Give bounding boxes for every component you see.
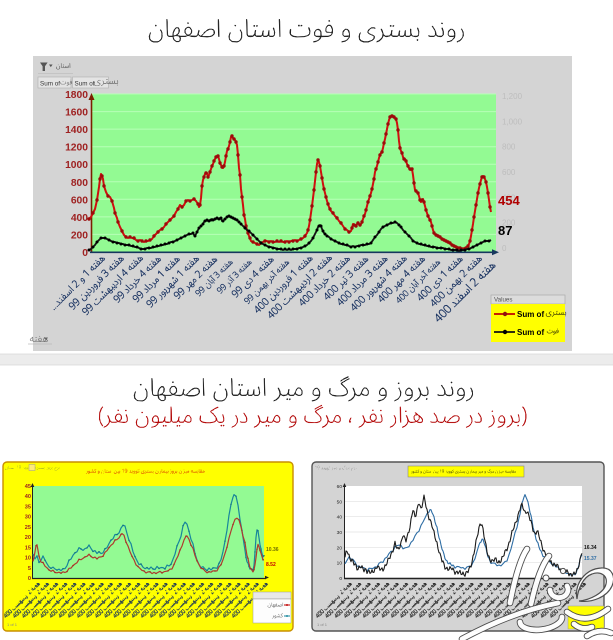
svg-text:40: 40 (337, 515, 343, 521)
svg-text:20: 20 (25, 535, 31, 541)
svg-text:87: 87 (498, 223, 512, 238)
svg-text:Sum of: Sum of (75, 81, 95, 88)
svg-text:400: 400 (71, 213, 88, 224)
svg-text:0: 0 (502, 244, 507, 253)
svg-text:600: 600 (71, 195, 88, 206)
svg-text:30: 30 (337, 530, 343, 536)
svg-text:50: 50 (337, 499, 343, 505)
svg-text:Sum of: Sum of (517, 328, 544, 337)
svg-text:15.37: 15.37 (584, 556, 597, 562)
svg-text:8.52: 8.52 (266, 562, 276, 568)
svg-text:1400: 1400 (65, 125, 88, 136)
svg-text:600: 600 (502, 168, 516, 177)
svg-text:60: 60 (337, 484, 343, 490)
svg-text:35: 35 (25, 504, 31, 510)
svg-text:800: 800 (502, 143, 516, 152)
svg-text:0: 0 (82, 248, 88, 259)
svg-text:0: 0 (28, 576, 31, 582)
svg-text:400: 400 (502, 193, 516, 202)
svg-text:Values: Values (494, 297, 512, 304)
svg-text:1 of 1: 1 of 1 (317, 622, 328, 627)
svg-text:200: 200 (71, 230, 88, 241)
svg-text:800: 800 (71, 178, 88, 189)
svg-text:Sum of: Sum of (40, 81, 60, 88)
svg-text:454: 454 (498, 193, 520, 208)
svg-text:30: 30 (25, 515, 31, 521)
svg-text:10: 10 (25, 556, 31, 562)
svg-text:16.34: 16.34 (584, 545, 597, 551)
svg-text:1 of 1: 1 of 1 (7, 622, 18, 627)
svg-text:45: 45 (25, 484, 31, 490)
svg-text:20: 20 (337, 545, 343, 551)
svg-text:Sum of: Sum of (517, 310, 544, 319)
svg-text:5: 5 (28, 566, 31, 572)
svg-text:40: 40 (25, 494, 31, 500)
svg-text:0: 0 (339, 576, 342, 582)
svg-text:15: 15 (25, 545, 31, 551)
svg-text:1,200: 1,200 (502, 92, 523, 101)
svg-text:1600: 1600 (65, 108, 88, 119)
svg-text:10.36: 10.36 (266, 547, 279, 553)
svg-text:10: 10 (337, 561, 343, 567)
svg-text:1000: 1000 (65, 160, 88, 171)
svg-text:200: 200 (502, 219, 516, 228)
svg-text:1200: 1200 (65, 143, 88, 154)
svg-text:1,000: 1,000 (502, 117, 523, 126)
svg-text:1800: 1800 (65, 90, 88, 101)
svg-text:25: 25 (25, 525, 31, 531)
